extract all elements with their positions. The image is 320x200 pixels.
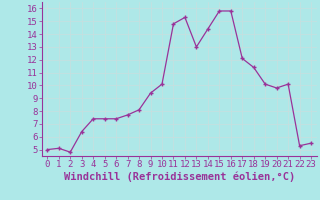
X-axis label: Windchill (Refroidissement éolien,°C): Windchill (Refroidissement éolien,°C): [64, 172, 295, 182]
